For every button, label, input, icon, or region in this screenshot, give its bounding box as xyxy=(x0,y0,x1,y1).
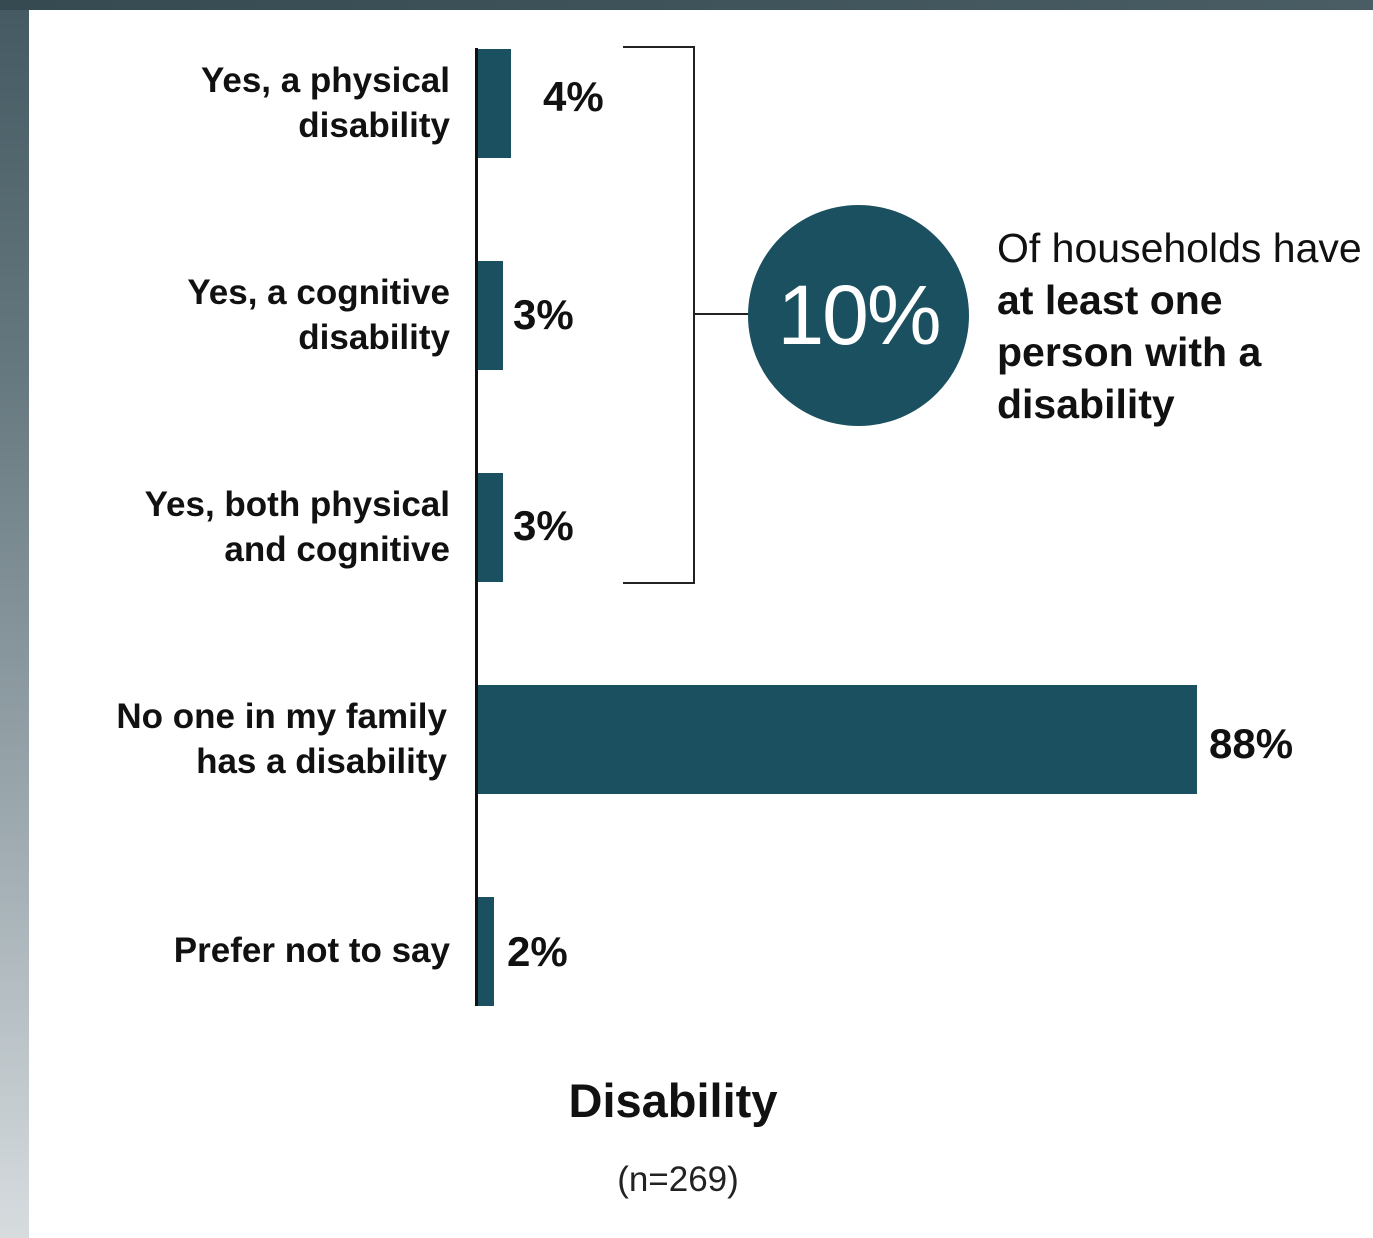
bar-both xyxy=(478,473,503,582)
bar-prefer-not xyxy=(478,897,495,1006)
frame-top-border xyxy=(0,0,1373,10)
value-label-both: 3% xyxy=(513,502,574,549)
summary-value: 10% xyxy=(777,268,941,362)
value-label-physical: 4% xyxy=(543,73,604,120)
summary-callout-text: Of households have at least one person w… xyxy=(997,222,1367,430)
value-label-no-one: 88% xyxy=(1209,720,1294,767)
category-label-no-one: No one in my family has a disability xyxy=(116,697,447,781)
chart-subtitle: (n=269) xyxy=(617,1160,739,1199)
category-label-physical: Yes, a physical disability xyxy=(200,61,450,145)
category-label-both: Yes, both physical and cognitive xyxy=(144,485,450,569)
value-label-cognitive: 3% xyxy=(513,291,574,338)
callout-text-bold: at least one person with a disability xyxy=(997,277,1262,427)
category-label-cognitive: Yes, a cognitive disability xyxy=(187,273,450,357)
bar-cognitive xyxy=(478,261,503,370)
chart-panel xyxy=(29,10,1373,1238)
bar-physical xyxy=(478,49,511,158)
category-label-prefer-not: Prefer not to say xyxy=(173,931,450,970)
group-bracket xyxy=(623,46,695,584)
bar-no-one xyxy=(478,685,1197,794)
chart-title: Disability xyxy=(568,1074,778,1127)
summary-circle: 10% xyxy=(748,205,969,426)
y-axis-line xyxy=(475,48,478,1006)
value-label-prefer-not: 2% xyxy=(507,928,568,975)
bracket-connector xyxy=(695,313,749,315)
callout-text-regular: Of households have xyxy=(997,225,1362,271)
